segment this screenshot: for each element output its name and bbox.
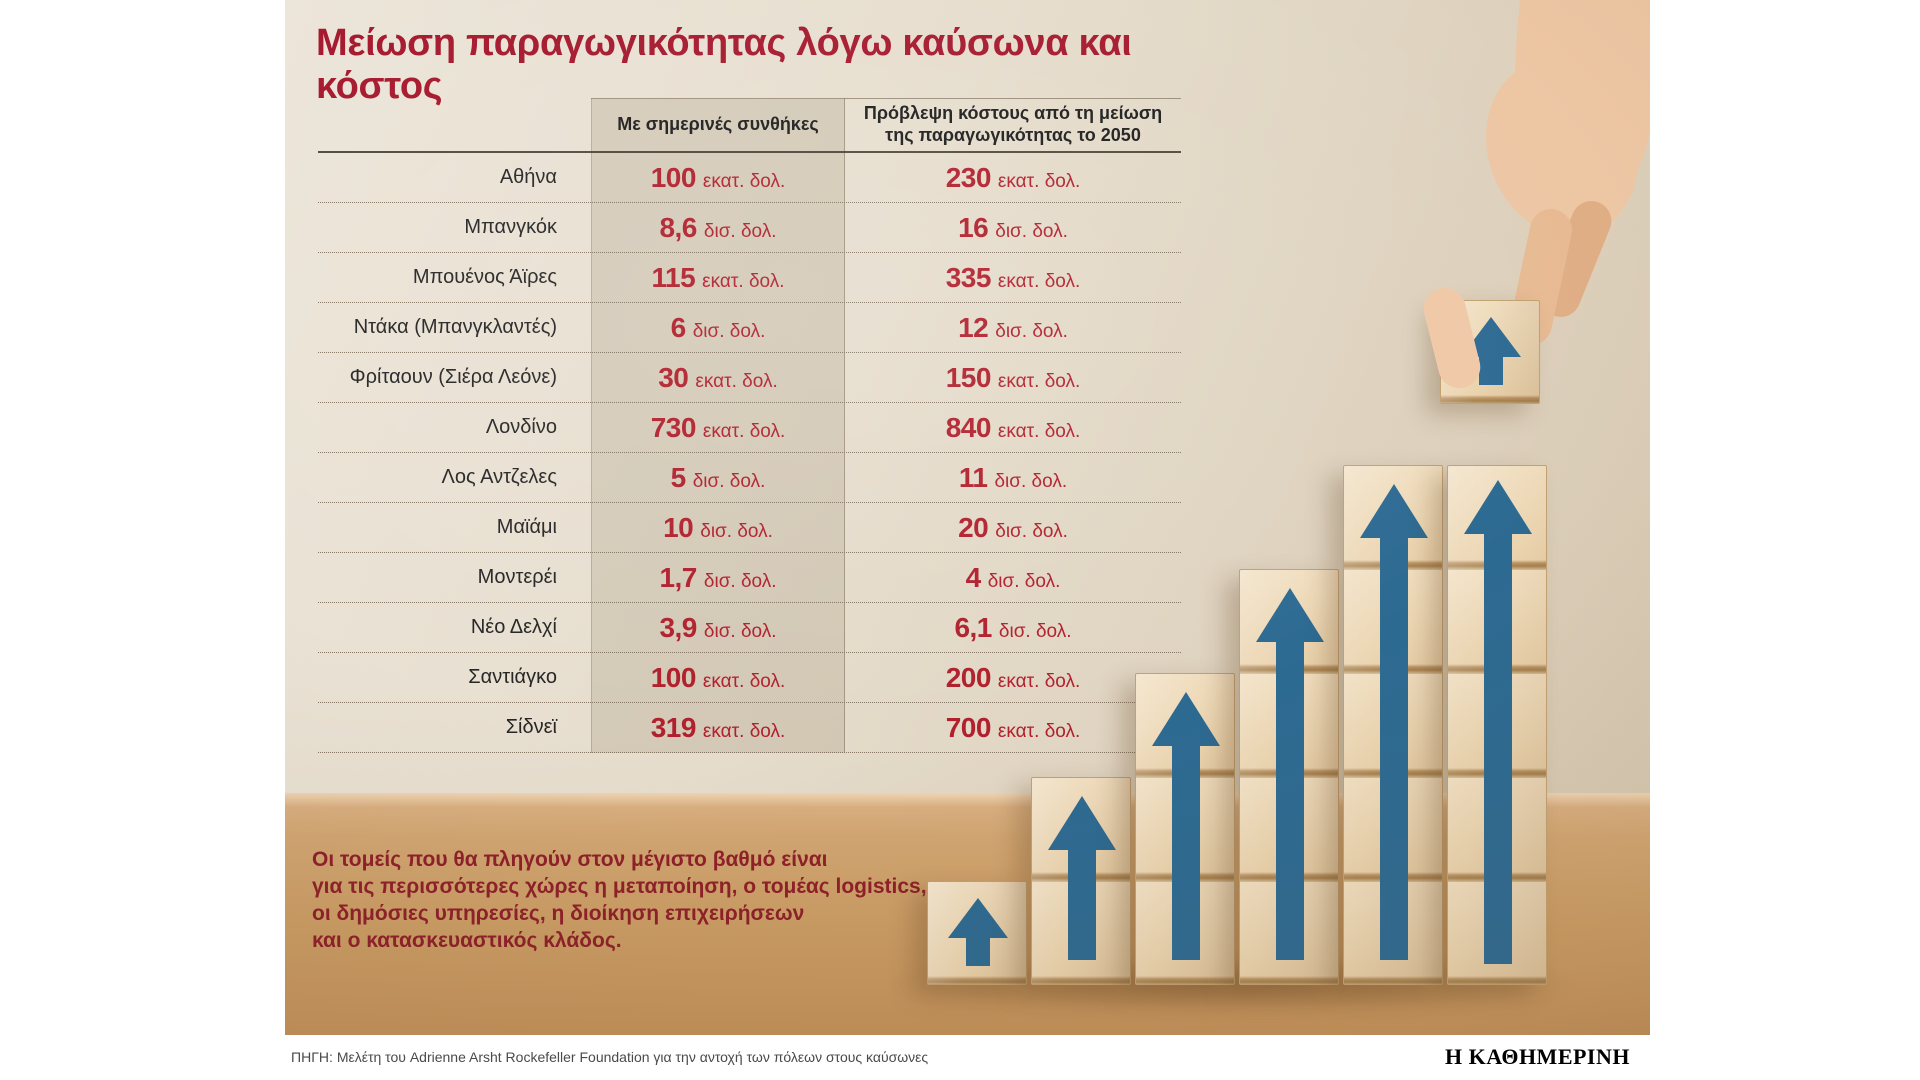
current-conditions-header: Με σημερινές συνθήκες [617, 113, 819, 134]
infographic-canvas: Μείωση παραγωγικότητας λόγω καύσωνα και … [285, 0, 1650, 1035]
table-row: Φρίταουν (Σιέρα Λεόνε) 30 εκατ. δολ. 150 ε… [318, 353, 1181, 403]
current-cost-value: 100 εκατ. δολ. [650, 661, 786, 693]
productivity-cost-table: Με σημερινές συνθήκες Πρόβλεψη κόστους α… [318, 98, 1181, 753]
newspaper-logo: Η ΚΑΘΗΜΕΡΙΝΗ [1445, 1044, 1630, 1069]
table-row: Αθήνα 100 εκατ. δολ. 230 εκατ. δολ. [318, 153, 1181, 203]
forecast-cost-value: 20 δισ. δολ. [958, 511, 1068, 543]
table-row: Μαϊάμι 10 δισ. δολ. 20 δισ. δολ. [318, 503, 1181, 553]
current-cost-value: 6 δισ. δολ. [670, 311, 766, 343]
city-label: Λονδίνο [485, 416, 557, 438]
current-cost-value: 100 εκατ. δολ. [650, 161, 786, 193]
arrow-up-icon [948, 898, 1008, 966]
wood-block-column-6 [1447, 465, 1547, 985]
arrow-up-icon [1152, 692, 1220, 960]
source-credit: ΠΗΓΗ: Μελέτη του Adrienne Arsht Rockefel… [291, 1049, 929, 1065]
current-cost-value: 3,9 δισ. δολ. [659, 611, 777, 643]
arrow-up-icon [1464, 480, 1532, 964]
forecast-2050-header: Πρόβλεψη κόστους από τη μείωση της παραγ… [863, 102, 1163, 145]
forecast-cost-value: 230 εκατ. δολ. [945, 161, 1081, 193]
city-label: Σίδνεϊ [505, 716, 557, 738]
forecast-cost-value: 200 εκατ. δολ. [945, 661, 1081, 693]
current-column-band [591, 98, 845, 753]
current-cost-value: 30 εκατ. δολ. [658, 361, 778, 393]
table-header-row: Με σημερινές συνθήκες Πρόβλεψη κόστους α… [318, 98, 1181, 153]
arrow-up-icon [1360, 484, 1428, 960]
desk-edge-highlight [285, 793, 1650, 807]
city-label: Μοντερέι [477, 566, 557, 588]
table-row: Μπουένος Άϊρες 115 εκατ. δολ. 335 εκατ. δο… [318, 253, 1181, 303]
current-cost-value: 8,6 δισ. δολ. [659, 211, 777, 243]
city-label: Σαντιάγκο [468, 666, 557, 688]
city-label: Ντάκα (Μπανγκλαντές) [353, 316, 557, 338]
forecast-cost-value: 6,1 δισ. δολ. [954, 611, 1072, 643]
forecast-cost-value: 700 εκατ. δολ. [945, 711, 1081, 743]
sectors-note-text: Οι τομείς που θα πληγούν στον μέγιστο βα… [312, 848, 927, 952]
arrow-up-icon [1048, 796, 1116, 960]
wood-block-column-2 [1031, 777, 1131, 985]
page-title: Μείωση παραγωγικότητας λόγω καύσωνα και … [316, 22, 1132, 107]
forecast-cost-value: 11 δισ. δολ. [958, 461, 1068, 493]
current-cost-value: 730 εκατ. δολ. [650, 411, 786, 443]
city-label: Λος Αντζελες [441, 466, 557, 488]
city-label: Μαϊάμι [496, 516, 557, 538]
arrow-up-icon [1461, 317, 1521, 385]
arrow-up-icon [1256, 588, 1324, 960]
table-row: Σίδνεϊ 319 εκατ. δολ. 700 εκατ. δολ. [318, 703, 1181, 753]
wood-block-column-4 [1239, 569, 1339, 985]
current-cost-value: 10 δισ. δολ. [663, 511, 773, 543]
current-cost-value: 1,7 δισ. δολ. [659, 561, 777, 593]
forecast-cost-value: 840 εκατ. δολ. [945, 411, 1081, 443]
current-cost-value: 319 εκατ. δολ. [650, 711, 786, 743]
table-row: Μοντερέι 1,7 δισ. δολ. 4 δισ. δολ. [318, 553, 1181, 603]
footer-bar: ΠΗΓΗ: Μελέτη του Adrienne Arsht Rockefel… [0, 1035, 1920, 1080]
table-row: Λος Αντζελες 5 δισ. δολ. 11 δισ. δολ. [318, 453, 1181, 503]
city-label: Αθήνα [499, 166, 557, 188]
wood-block-column-1 [927, 881, 1027, 985]
forecast-cost-value: 4 δισ. δολ. [965, 561, 1061, 593]
forecast-cost-value: 150 εκατ. δολ. [945, 361, 1081, 393]
forecast-cost-value: 12 δισ. δολ. [958, 311, 1068, 343]
city-label: Μπανγκόκ [464, 216, 557, 238]
wood-block-column-3 [1135, 673, 1235, 985]
wood-block-column-5 [1343, 465, 1443, 985]
forecast-cost-value: 16 δισ. δολ. [958, 211, 1068, 243]
thumb-finger [1423, 287, 1481, 389]
table-row: Μπανγκόκ 8,6 δισ. δολ. 16 δισ. δολ. [318, 203, 1181, 253]
table-row: Νέο Δελχί 3,9 δισ. δολ. 6,1 δισ. δολ. [318, 603, 1181, 653]
city-label: Φρίταουν (Σιέρα Λεόνε) [349, 366, 557, 388]
table-row: Σαντιάγκο 100 εκατ. δολ. 200 εκατ. δολ. [318, 653, 1181, 703]
current-cost-value: 5 δισ. δολ. [670, 461, 766, 493]
forecast-cost-value: 335 εκατ. δολ. [945, 261, 1081, 293]
city-label: Μπουένος Άϊρες [412, 266, 557, 288]
city-label: Νέο Δελχί [470, 616, 557, 638]
table-row: Λονδίνο 730 εκατ. δολ. 840 εκατ. δολ. [318, 403, 1181, 453]
current-cost-value: 115 εκατ. δολ. [651, 261, 785, 293]
table-row: Ντάκα (Μπανγκλαντές) 6 δισ. δολ. 12 δισ. δ… [318, 303, 1181, 353]
